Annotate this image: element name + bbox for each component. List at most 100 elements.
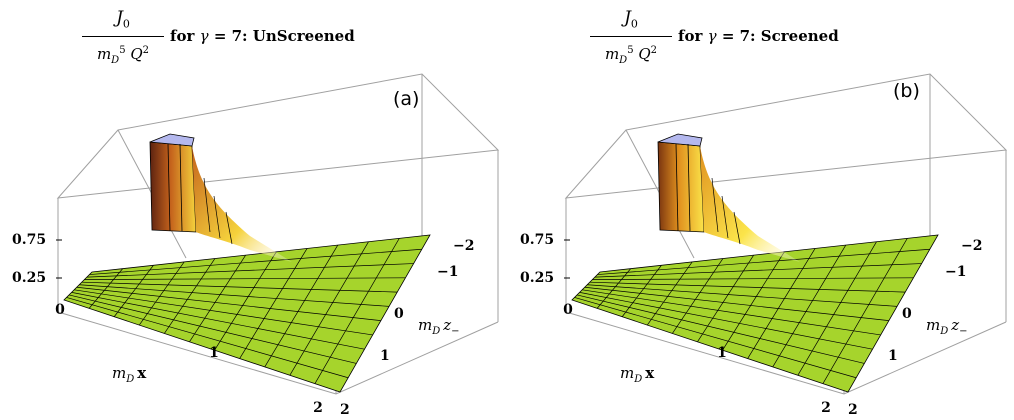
chart-title: J0 mD5 Q2 for γ = 7: UnScreened [82,6,482,66]
x-tick-label: 1 [717,345,727,361]
x-tick-label: 0 [563,302,573,318]
peak-front-face [149,141,197,233]
z-tick-label: 0 [902,306,912,322]
z-tick-label: 1 [888,348,898,364]
mesh-line-z [646,261,693,326]
surface-plot: 0.75 0.25 0 1 2 mD x −2 −1 0 1 2 mD z− [520,73,1008,418]
z-tick-label: 0 [394,306,404,322]
peak-front-face [657,141,705,233]
mesh-line-z [822,238,908,384]
axis-ticks: 0.75 0.25 0 1 2 mD x −2 −1 0 1 2 mD z− [520,232,982,418]
mesh-line-x [589,281,906,293]
mesh-line-z [239,248,308,359]
z-axis-label: mD z− [926,316,968,337]
mesh-line-x [86,263,414,278]
peak-tail [700,146,800,262]
mesh-line-x [84,277,406,280]
peak-mesh-line [733,211,741,245]
mesh-line-z [797,241,877,376]
plot-box [564,73,1008,395]
mesh-line-x [66,297,349,379]
title-numerator: J0 [116,8,130,31]
mesh-line-x [587,284,898,307]
x-tick-label: 0 [55,302,65,318]
mesh-line-x [89,248,422,275]
mesh-line-z [747,248,816,359]
z-tick-label: 2 [848,402,858,418]
vertical-tick-label: 0.75 [520,232,554,248]
axis-ticks: 0.75 0.25 0 1 2 mD x −2 −1 0 1 2 mD z− [12,232,474,418]
z-tick-label: −1 [945,264,966,280]
peak-mesh-line [203,177,211,233]
title-text: for γ = 7: UnScreened [170,27,355,45]
peak-mesh-line [675,143,679,232]
x-axis-label: mD x [620,364,655,385]
title-denominator: mD5 Q2 [604,45,658,67]
mesh-line-z [596,268,631,309]
chart-title: J0 mD5 Q2 for γ = 7: Screened [590,6,990,66]
mesh-line-z [189,254,246,343]
chart-panel-b: J0 mD5 Q2 for γ = 7: Screened (b) 0.75 0.… [508,0,1008,420]
z-tick-label: −2 [453,238,474,254]
mesh-line-x [584,286,889,321]
z-axis-label: mD z− [418,316,460,337]
surface-mesh [66,238,422,384]
z-tick-label: 1 [380,348,390,364]
x-tick-label: 2 [821,400,831,416]
x-axis-label: mD x [112,364,147,385]
mesh-line-z [164,258,216,334]
mesh-line-z [722,251,785,351]
peak-top-cap [149,133,195,147]
mesh-line-z [138,261,185,326]
vertical-tick-label: 0.25 [12,270,46,286]
mesh-line-z [113,265,154,317]
title-fraction-bar [590,36,672,38]
mesh-line-x [577,294,865,364]
mesh-line-z [621,265,662,317]
chart-panel-a: J0 mD5 Q2 for γ = 7: UnScreened (a) 0.75… [0,0,500,420]
peak-mesh-line [179,143,183,232]
z-tick-label: 2 [340,402,350,418]
mesh-line-z [672,258,724,334]
peak-mesh-line [721,195,729,239]
vertical-tick-label: 0.25 [520,270,554,286]
title-fraction: J0 mD5 Q2 [590,6,672,75]
mesh-line-x [574,297,857,379]
mesh-line-x [592,277,914,280]
surface-peak [149,133,292,262]
surface-plot: 0.75 0.25 0 1 2 mD x −2 −1 0 1 2 mD z− [12,73,500,418]
surface-mesh [574,238,930,384]
title-text: for γ = 7: Screened [678,27,839,45]
peak-top-cap [657,133,703,147]
mesh-line-x [69,294,357,364]
mesh-line-x [582,289,881,336]
title-numerator: J0 [624,8,638,31]
title-fraction-bar [82,36,164,38]
vertical-tick-label: 0.75 [12,232,46,248]
mesh-line-z [88,268,123,309]
peak-mesh-line [711,177,719,233]
title-denominator: mD5 Q2 [96,45,150,67]
z-tick-label: −2 [961,238,982,254]
x-tick-label: 2 [313,400,323,416]
mesh-line-z [314,238,400,384]
panel-label: (b) [893,80,920,102]
peak-tail [192,146,292,262]
box-top-face [564,73,1008,199]
mesh-line-x [594,263,922,278]
z-tick-label: −1 [437,264,458,280]
mesh-line-x [81,281,398,293]
x-tick-label: 1 [209,345,219,361]
mesh-line-z [264,244,339,368]
panel-label: (a) [393,88,420,110]
peak-mesh-line [225,211,233,245]
peak-mesh-line [213,195,221,239]
surface-peak [657,133,800,262]
peak-mesh-line [167,143,171,232]
title-fraction: J0 mD5 Q2 [82,6,164,75]
mesh-line-z [214,251,277,351]
mesh-line-z [289,241,369,376]
box-top-face [56,73,500,199]
mesh-line-x [579,292,873,350]
mesh-line-x [597,248,930,275]
